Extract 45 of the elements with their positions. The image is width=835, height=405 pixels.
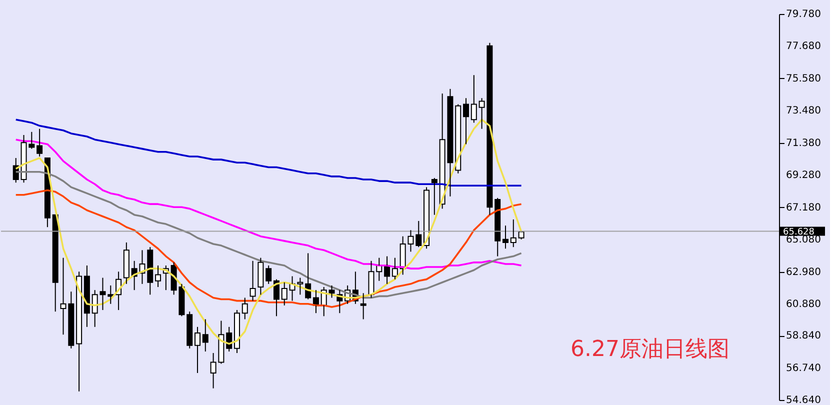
y-tick-label: 65.080 — [786, 234, 821, 246]
candlestick — [76, 271, 82, 392]
y-tick-label: 67.180 — [786, 202, 821, 214]
y-tick-label: 54.640 — [786, 395, 821, 405]
candlestick — [234, 310, 240, 354]
candlestick — [36, 128, 43, 157]
candlestick — [273, 278, 280, 317]
y-tick-label: 77.680 — [786, 41, 821, 52]
candlestick — [258, 257, 264, 296]
candlestick — [281, 282, 288, 306]
candlestick — [266, 265, 272, 284]
candlestick — [416, 220, 422, 248]
text: 6.27原油日线图 — [570, 337, 730, 362]
y-tick-label: 71.380 — [786, 138, 821, 149]
y-tick-label: 69.280 — [786, 170, 821, 182]
y-tick-label: 75.580 — [786, 73, 821, 84]
y-tick-label: 58.840 — [786, 330, 821, 342]
candlestick — [194, 326, 201, 374]
candlestick — [186, 311, 193, 349]
candlestick — [392, 257, 398, 280]
candlestick — [250, 260, 256, 302]
candlestick — [147, 246, 154, 296]
candlestick — [431, 177, 438, 216]
candlestick — [328, 284, 335, 298]
candlestick — [494, 197, 501, 257]
y-tick-label: 62.980 — [786, 266, 821, 278]
candlestick — [123, 242, 130, 284]
candlestick — [84, 265, 90, 328]
y-tick-label: 60.880 — [786, 299, 821, 310]
candlestick — [510, 218, 516, 248]
candlestick — [202, 318, 208, 352]
candlestick — [455, 104, 462, 174]
candlestick — [360, 292, 366, 320]
candlestick — [424, 186, 430, 250]
candlestick — [368, 260, 374, 298]
candlestick — [155, 265, 162, 288]
y-tick-label: 79.780 — [786, 9, 821, 20]
candlestick — [242, 297, 248, 320]
y-tick-label: 56.740 — [786, 362, 821, 374]
candlestick — [502, 225, 508, 250]
candlestick — [470, 74, 477, 124]
y-tick-label: 73.480 — [786, 106, 821, 117]
line-series — [14, 118, 522, 187]
candlestick — [463, 98, 470, 145]
line-series — [14, 189, 522, 308]
